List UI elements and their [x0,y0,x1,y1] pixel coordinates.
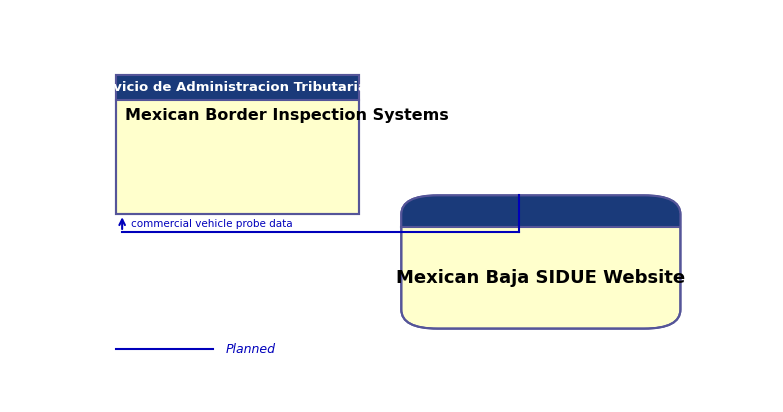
FancyBboxPatch shape [116,75,359,100]
FancyBboxPatch shape [402,213,680,227]
Text: Mexican Baja SIDUE Website: Mexican Baja SIDUE Website [396,269,685,287]
Text: commercial vehicle probe data: commercial vehicle probe data [132,219,293,229]
Text: Mexican Border Inspection Systems: Mexican Border Inspection Systems [125,108,449,123]
FancyBboxPatch shape [402,195,680,227]
Text: Servicio de Administracion Tributaria ...: Servicio de Administracion Tributaria ..… [88,81,387,94]
FancyBboxPatch shape [116,75,359,214]
Text: Planned: Planned [226,343,276,356]
FancyBboxPatch shape [402,195,680,329]
